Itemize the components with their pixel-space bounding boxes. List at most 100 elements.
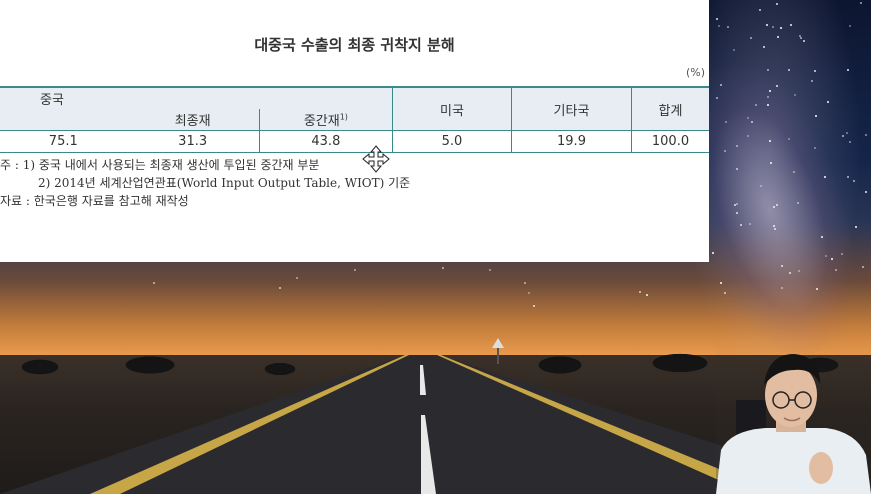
star <box>790 24 792 26</box>
move-cursor-icon <box>362 145 390 173</box>
header-usa: 미국 <box>392 86 512 131</box>
star <box>751 121 753 123</box>
star <box>646 294 648 296</box>
star <box>774 228 776 230</box>
star <box>849 141 851 143</box>
star <box>815 115 817 117</box>
star <box>831 258 833 260</box>
star <box>793 171 795 173</box>
star <box>736 212 738 214</box>
star <box>777 36 779 38</box>
star <box>760 185 762 187</box>
star <box>354 269 356 271</box>
note-1: 주 : 1) 중국 내에서 사용되는 최종재 생산에 투입된 중간재 부분 <box>0 158 320 172</box>
star <box>847 69 849 71</box>
star <box>814 147 816 149</box>
star <box>639 291 641 293</box>
star <box>747 117 749 119</box>
cell-total: 100.0 <box>631 130 709 153</box>
star <box>763 46 765 48</box>
star <box>798 270 800 272</box>
star <box>776 3 778 5</box>
star <box>712 252 714 254</box>
star <box>776 85 778 87</box>
star <box>736 203 738 205</box>
presenter-webcam <box>716 340 871 494</box>
road-sign <box>492 338 504 348</box>
star <box>842 135 844 137</box>
star <box>841 253 843 255</box>
star <box>747 135 749 137</box>
table-row: 75.1 31.3 43.8 5.0 19.9 100.0 <box>0 130 709 153</box>
star <box>825 255 827 257</box>
header-other-countries: 기타국 <box>511 86 632 131</box>
star <box>797 202 799 204</box>
star <box>524 282 526 284</box>
star <box>803 40 805 42</box>
star <box>846 132 848 134</box>
star <box>750 37 752 39</box>
star <box>720 84 722 86</box>
header-final-goods: 최종재 <box>126 109 260 131</box>
star <box>733 49 735 51</box>
star <box>773 225 775 227</box>
star <box>773 206 775 208</box>
star <box>769 90 771 92</box>
cell-final-goods: 31.3 <box>126 130 260 153</box>
cell-usa: 5.0 <box>392 130 512 153</box>
unit-label: (%) <box>685 66 705 79</box>
star <box>767 69 769 71</box>
document-panel: 대중국 수출의 최종 귀착지 분해 (%) 중국 미국 기타국 합계 최종재 중… <box>0 0 709 262</box>
star <box>788 138 790 140</box>
star <box>788 69 790 71</box>
header-intermediate-label: 중간재 <box>303 114 340 129</box>
cell-other-countries: 19.9 <box>511 130 632 153</box>
star <box>814 70 816 72</box>
star <box>776 204 778 206</box>
star <box>853 180 855 182</box>
star <box>772 26 774 28</box>
header-total: 합계 <box>631 86 709 131</box>
star <box>296 277 298 279</box>
star <box>855 226 857 228</box>
star <box>734 204 736 206</box>
road-sign-pole <box>497 348 499 364</box>
star <box>528 292 530 294</box>
star <box>442 267 444 269</box>
star <box>821 236 823 238</box>
star <box>789 272 791 274</box>
star <box>862 266 864 268</box>
cell-intermediate-goods: 43.8 <box>258 130 393 153</box>
document-title: 대중국 수출의 최종 귀착지 분해 <box>254 36 455 54</box>
star <box>489 269 491 271</box>
star <box>799 35 801 37</box>
star <box>716 97 718 99</box>
star <box>720 282 722 284</box>
header-spacer <box>0 109 127 131</box>
star <box>781 265 783 267</box>
star <box>847 176 849 178</box>
cell-china-total: 75.1 <box>0 130 127 153</box>
star <box>781 287 783 289</box>
star <box>767 104 769 106</box>
note-2: 2) 2014년 세계산업연관표(World Input Output Tabl… <box>38 176 411 190</box>
export-destination-table: 중국 미국 기타국 합계 최종재 중간재1) 75.1 31.3 43.8 5.… <box>0 86 709 153</box>
star <box>736 145 738 147</box>
star <box>766 24 768 26</box>
table-notes: 주 : 1) 중국 내에서 사용되는 최종재 생산에 투입된 중간재 부분 2)… <box>0 156 410 210</box>
star <box>824 176 826 178</box>
star <box>769 140 771 142</box>
star <box>794 94 796 96</box>
star <box>724 292 726 294</box>
star <box>153 282 155 284</box>
star <box>811 80 813 82</box>
star <box>716 18 718 20</box>
star <box>727 26 729 28</box>
star <box>816 288 818 290</box>
star <box>724 150 726 152</box>
star <box>759 9 761 11</box>
header-intermediate-goods: 중간재1) <box>258 109 393 131</box>
star <box>780 27 782 29</box>
footnote-marker: 1) <box>339 112 348 122</box>
star <box>279 287 281 289</box>
